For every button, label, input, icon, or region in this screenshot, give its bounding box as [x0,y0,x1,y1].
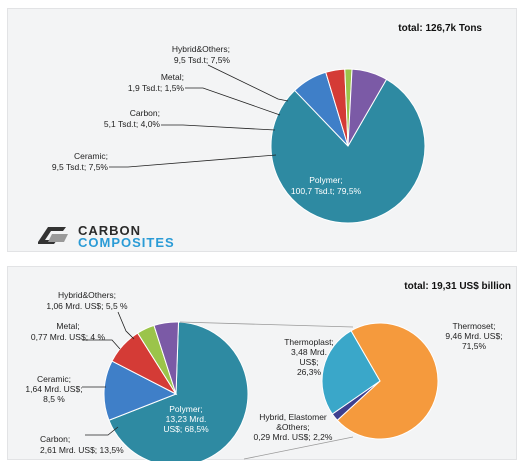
pie-chart-revenue: total: 19,31 US$ billion Polymer; 13,23 Mr… [25,281,511,461]
label-thermoset: Thermoset; 9,46 Mrd. US$; 71,5% [445,321,502,351]
label-polymer: Polymer; 100,7 Tsd.t; 79,5% [291,175,362,196]
label-thermoplast-line: Thermoplast; [284,337,334,347]
revenue-slice-carbon [103,360,178,421]
revenue-slice-hybrid-others [153,321,180,395]
label-thermoplast-line: US$; [300,357,319,367]
label-ceramic-line: Ceramic; [74,151,108,161]
label-carbon-line: 5,1 Tsd.t; 4,0% [104,119,161,129]
connector-top [179,321,354,328]
label-metal: Metal; 1,9 Tsd.t; 1,5% [128,72,185,93]
logo-mark-icon [38,227,66,244]
label-hybrid-others: Hybrid&Others; 9,5 Tsd.t; 7,5% [172,44,231,65]
leader-metal [185,87,281,116]
label-ceramic-line: Ceramic; [37,374,71,384]
label-polymer-line: 100,7 Tsd.t; 79,5% [291,186,362,196]
leader-carbon [85,426,119,436]
label-carbon-line: Carbon; [40,434,70,444]
label-carbon-line: 2,61 Mrd. US$; 13,5% [40,445,124,455]
label-ceramic: Ceramic; 9,5 Tsd.t; 7,5% [52,151,109,172]
label-hybrid-elastomer-others-line: 0,29 Mrd. US$; 2,2% [254,432,333,442]
logo-line-composites: COMPOSITES [78,235,175,250]
chart-panel-revenue: total: 19,31 US$ billion Polymer; 13,23 Mr… [7,266,517,461]
label-polymer-line: 13,23 Mrd. [166,414,207,424]
connector-bottom [243,436,354,460]
leader-carbon [161,124,276,131]
label-hybrid-others-line: Hybrid&Others; [58,290,116,300]
label-hybrid-elastomer-others-line: &Others; [276,422,310,432]
label-metal-line: Metal; [56,321,79,331]
logo-mark-shade-icon [48,234,68,242]
label-hybrid-others: Hybrid&Others; 1,06 Mrd. US$; 5,5 % [46,290,128,311]
leader-metal [82,339,121,350]
label-hybrid-elastomer-others-line: Hybrid, Elastomer [259,412,327,422]
leader-hybrid-others [117,311,135,340]
label-hybrid-elastomer-others: Hybrid, Elastomer &Others; 0,29 Mrd. US$; … [254,412,333,442]
pie-chart-tons: total: 126,7k Tons Polymer; 100,7 Tsd.t; 7… [38,23,482,250]
logo-line-carbon: CARBON [78,223,141,238]
label-thermoset-line: 71,5% [462,341,487,351]
chart-title: total: 126,7k Tons [398,23,482,34]
chart-title: total: 19,31 US$ billion [404,281,511,292]
leader-ceramic [109,154,277,168]
label-thermoplast-line: 3,48 Mrd. [291,347,327,357]
label-metal-line: Metal; [161,72,184,82]
label-carbon: Carbon; 5,1 Tsd.t; 4,0% [104,108,161,129]
tons-slice-hybrid-others [347,68,388,147]
label-hybrid-others-line: 9,5 Tsd.t; 7,5% [174,55,231,65]
label-ceramic-line: 9,5 Tsd.t; 7,5% [52,162,109,172]
label-carbon-line: Carbon; [130,108,160,118]
label-carbon: Carbon; 2,61 Mrd. US$; 13,5% [40,434,124,455]
label-metal-line: 1,9 Tsd.t; 1,5% [128,83,185,93]
tons-slice-polymer [270,78,426,224]
label-thermoplast: Thermoplast; 3,48 Mrd. US$; 26,3% [284,337,334,377]
label-hybrid-others-line: 1,06 Mrd. US$; 5,5 % [46,301,128,311]
label-hybrid-others-line: Hybrid&Others; [172,44,230,54]
label-thermoset-line: Thermoset; [453,321,496,331]
label-polymer-line: Polymer; [309,175,343,185]
label-polymer: Polymer; 13,23 Mrd. US$; 68,5% [163,404,209,434]
label-ceramic: Ceramic; 1,64 Mrd. US$; 8,5 % [25,374,82,404]
polymer-slice-thermoplast [321,330,381,415]
leader-hybrid-others [207,64,289,102]
label-ceramic-line: 1,64 Mrd. US$; [25,384,82,394]
label-thermoset-line: 9,46 Mrd. US$; [445,331,502,341]
label-thermoplast-line: 26,3% [297,367,322,377]
chart-panel-tons: total: 126,7k Tons Polymer; 100,7 Tsd.t; 7… [7,8,517,252]
label-polymer-line: Polymer; [169,404,203,414]
polymer-slice-thermoset [336,322,439,440]
label-ceramic-line: 8,5 % [43,394,65,404]
label-metal-line: 0,77 Mrd. US$; 4 % [31,332,106,342]
label-metal: Metal; 0,77 Mrd. US$; 4 % [31,321,106,342]
revenue-slice-polymer [108,321,249,461]
label-polymer-line: US$; 68,5% [163,424,209,434]
